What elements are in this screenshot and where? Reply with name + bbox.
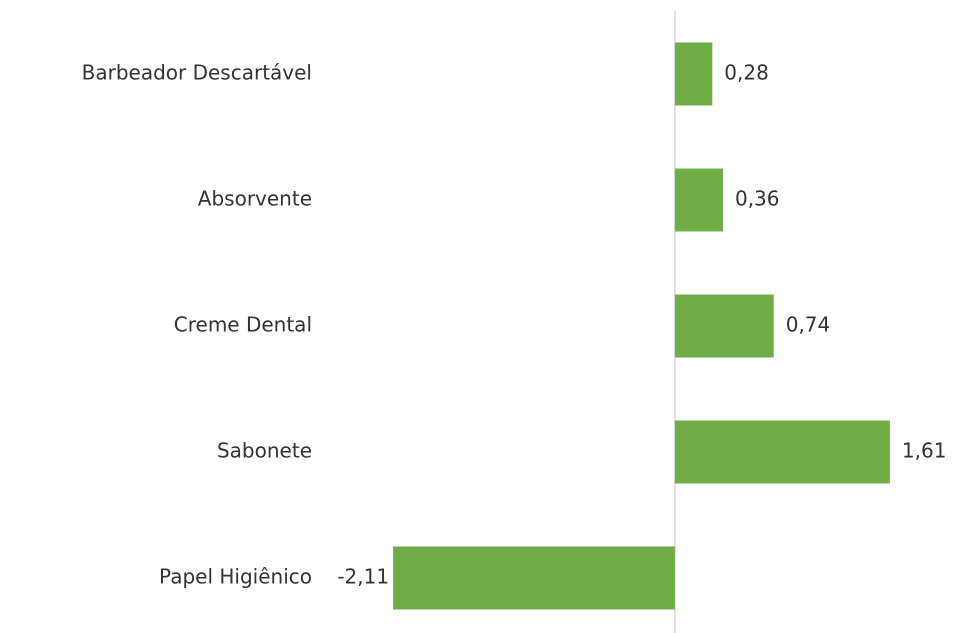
bar <box>674 294 774 358</box>
category-label: Barbeador Descartável <box>82 61 312 85</box>
data-label: 1,61 <box>902 439 947 463</box>
bar <box>674 42 713 106</box>
bar <box>674 168 723 232</box>
data-label: 0,74 <box>786 313 831 337</box>
category-label: Sabonete <box>217 439 312 463</box>
bar <box>393 546 675 610</box>
category-label: Papel Higiênico <box>159 565 312 589</box>
data-label: 0,28 <box>724 61 769 85</box>
data-label: 0,36 <box>735 187 780 211</box>
bar <box>674 420 890 484</box>
category-label: Creme Dental <box>174 313 312 337</box>
category-label: Absorvente <box>198 187 312 211</box>
data-label: -2,11 <box>337 565 389 589</box>
